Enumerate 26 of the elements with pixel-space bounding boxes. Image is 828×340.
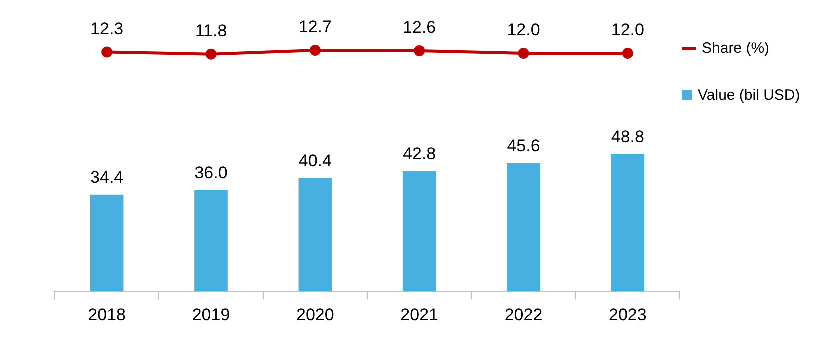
- data-label: 40.4: [298, 151, 332, 170]
- data-label: 34.4: [90, 168, 124, 188]
- x-tick-label: 2021: [400, 305, 438, 324]
- bar: [90, 194, 124, 292]
- data-label: 42.8: [403, 144, 436, 164]
- data-label: 12.7: [298, 18, 332, 37]
- data-label: 45.6: [507, 136, 540, 156]
- data-label: 48.8: [611, 128, 644, 147]
- x-tick-label: 2020: [296, 305, 334, 324]
- data-label: 12.3: [90, 19, 124, 38]
- bar: [507, 163, 540, 292]
- x-tick-label: 2019: [192, 305, 230, 324]
- data-label: 11.8: [195, 22, 228, 41]
- data-label: 12.0: [507, 20, 540, 40]
- data-label: 36.0: [194, 164, 228, 183]
- x-tick-label: 2022: [504, 305, 543, 324]
- data-label: 12.6: [403, 18, 436, 38]
- data-label: 12.0: [611, 20, 644, 40]
- x-tick-label: 2018: [88, 305, 126, 324]
- bar: [298, 178, 332, 292]
- legend-label: Share (%): [702, 40, 770, 56]
- bar: [402, 171, 436, 292]
- bar: [611, 154, 645, 292]
- x-tick-label: 2023: [609, 305, 647, 324]
- bar: [194, 190, 228, 292]
- legend-label: Value (bil USD): [698, 86, 800, 104]
